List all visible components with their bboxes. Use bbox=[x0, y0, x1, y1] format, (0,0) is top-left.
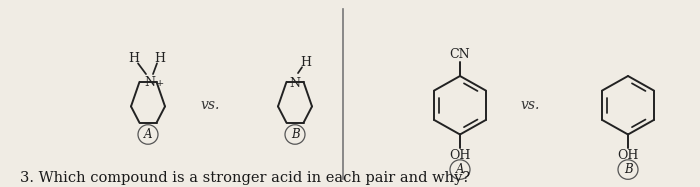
Text: vs.: vs. bbox=[520, 98, 540, 112]
Text: H: H bbox=[300, 56, 312, 69]
Text: H: H bbox=[155, 52, 165, 65]
Text: CN: CN bbox=[449, 48, 470, 61]
Text: OH: OH bbox=[449, 149, 470, 163]
Text: A: A bbox=[144, 128, 153, 141]
Text: +: + bbox=[156, 79, 164, 88]
Text: B: B bbox=[290, 128, 300, 141]
Text: 3. Which compound is a stronger acid in each pair and why?: 3. Which compound is a stronger acid in … bbox=[20, 171, 470, 185]
Text: H: H bbox=[129, 52, 139, 65]
Text: B: B bbox=[624, 163, 632, 176]
Text: vs.: vs. bbox=[200, 98, 220, 112]
Text: N: N bbox=[290, 77, 300, 90]
Text: N: N bbox=[144, 76, 155, 89]
Text: OH: OH bbox=[617, 149, 638, 163]
Text: A: A bbox=[456, 163, 464, 176]
